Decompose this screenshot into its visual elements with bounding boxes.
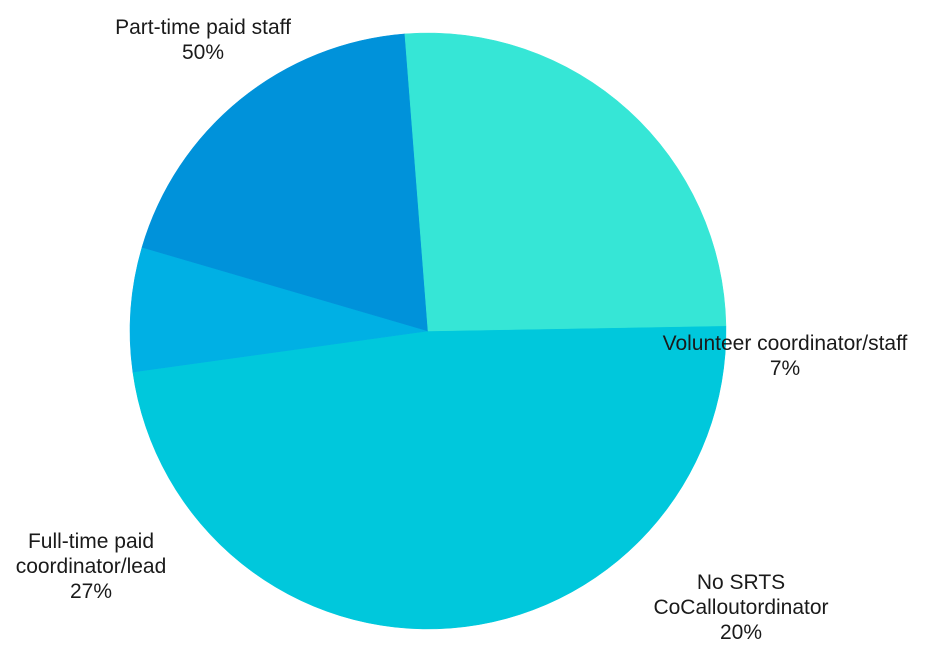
pie-slices bbox=[129, 32, 727, 630]
slice-label-part-time-paid-staff: Part-time paid staff 50% bbox=[115, 16, 291, 64]
pie-labels: Part-time paid staff 50% Volunteer coordin… bbox=[16, 16, 908, 644]
pie-slice-volunteer-coordinator-staff bbox=[129, 247, 429, 373]
slice-label-volunteer-coordinator-staff: Volunteer coordinator/staff 7% bbox=[663, 332, 908, 380]
slice-label-no-srts-cocalloutordinator: No SRTS CoCalloutordinator 20% bbox=[653, 571, 828, 644]
pie-slice-part-time-paid-staff bbox=[132, 325, 727, 630]
pie-slice-no-srts-cocalloutordinator bbox=[141, 33, 429, 332]
slice-label-full-time-paid-coordinator-lead: Full-time paid coordinator/lead 27% bbox=[16, 530, 167, 603]
pie-slice-full-time-paid-coordinator-lead bbox=[404, 32, 727, 332]
